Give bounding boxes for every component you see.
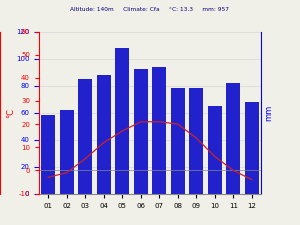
Bar — [134, 69, 148, 194]
Bar — [189, 88, 203, 194]
Bar — [245, 102, 259, 194]
Bar — [97, 75, 111, 194]
Bar — [78, 79, 92, 194]
Bar — [60, 110, 74, 194]
Bar — [152, 67, 166, 194]
Bar — [171, 88, 185, 194]
Y-axis label: °C: °C — [7, 108, 16, 117]
Bar — [208, 106, 222, 194]
Bar — [115, 48, 129, 194]
Y-axis label: mm: mm — [264, 104, 273, 121]
Bar — [41, 115, 55, 194]
Text: Altitude: 140m     Climate: Cfa     °C: 13.3     mm: 957: Altitude: 140m Climate: Cfa °C: 13.3 mm:… — [70, 7, 230, 12]
Bar — [226, 83, 240, 194]
